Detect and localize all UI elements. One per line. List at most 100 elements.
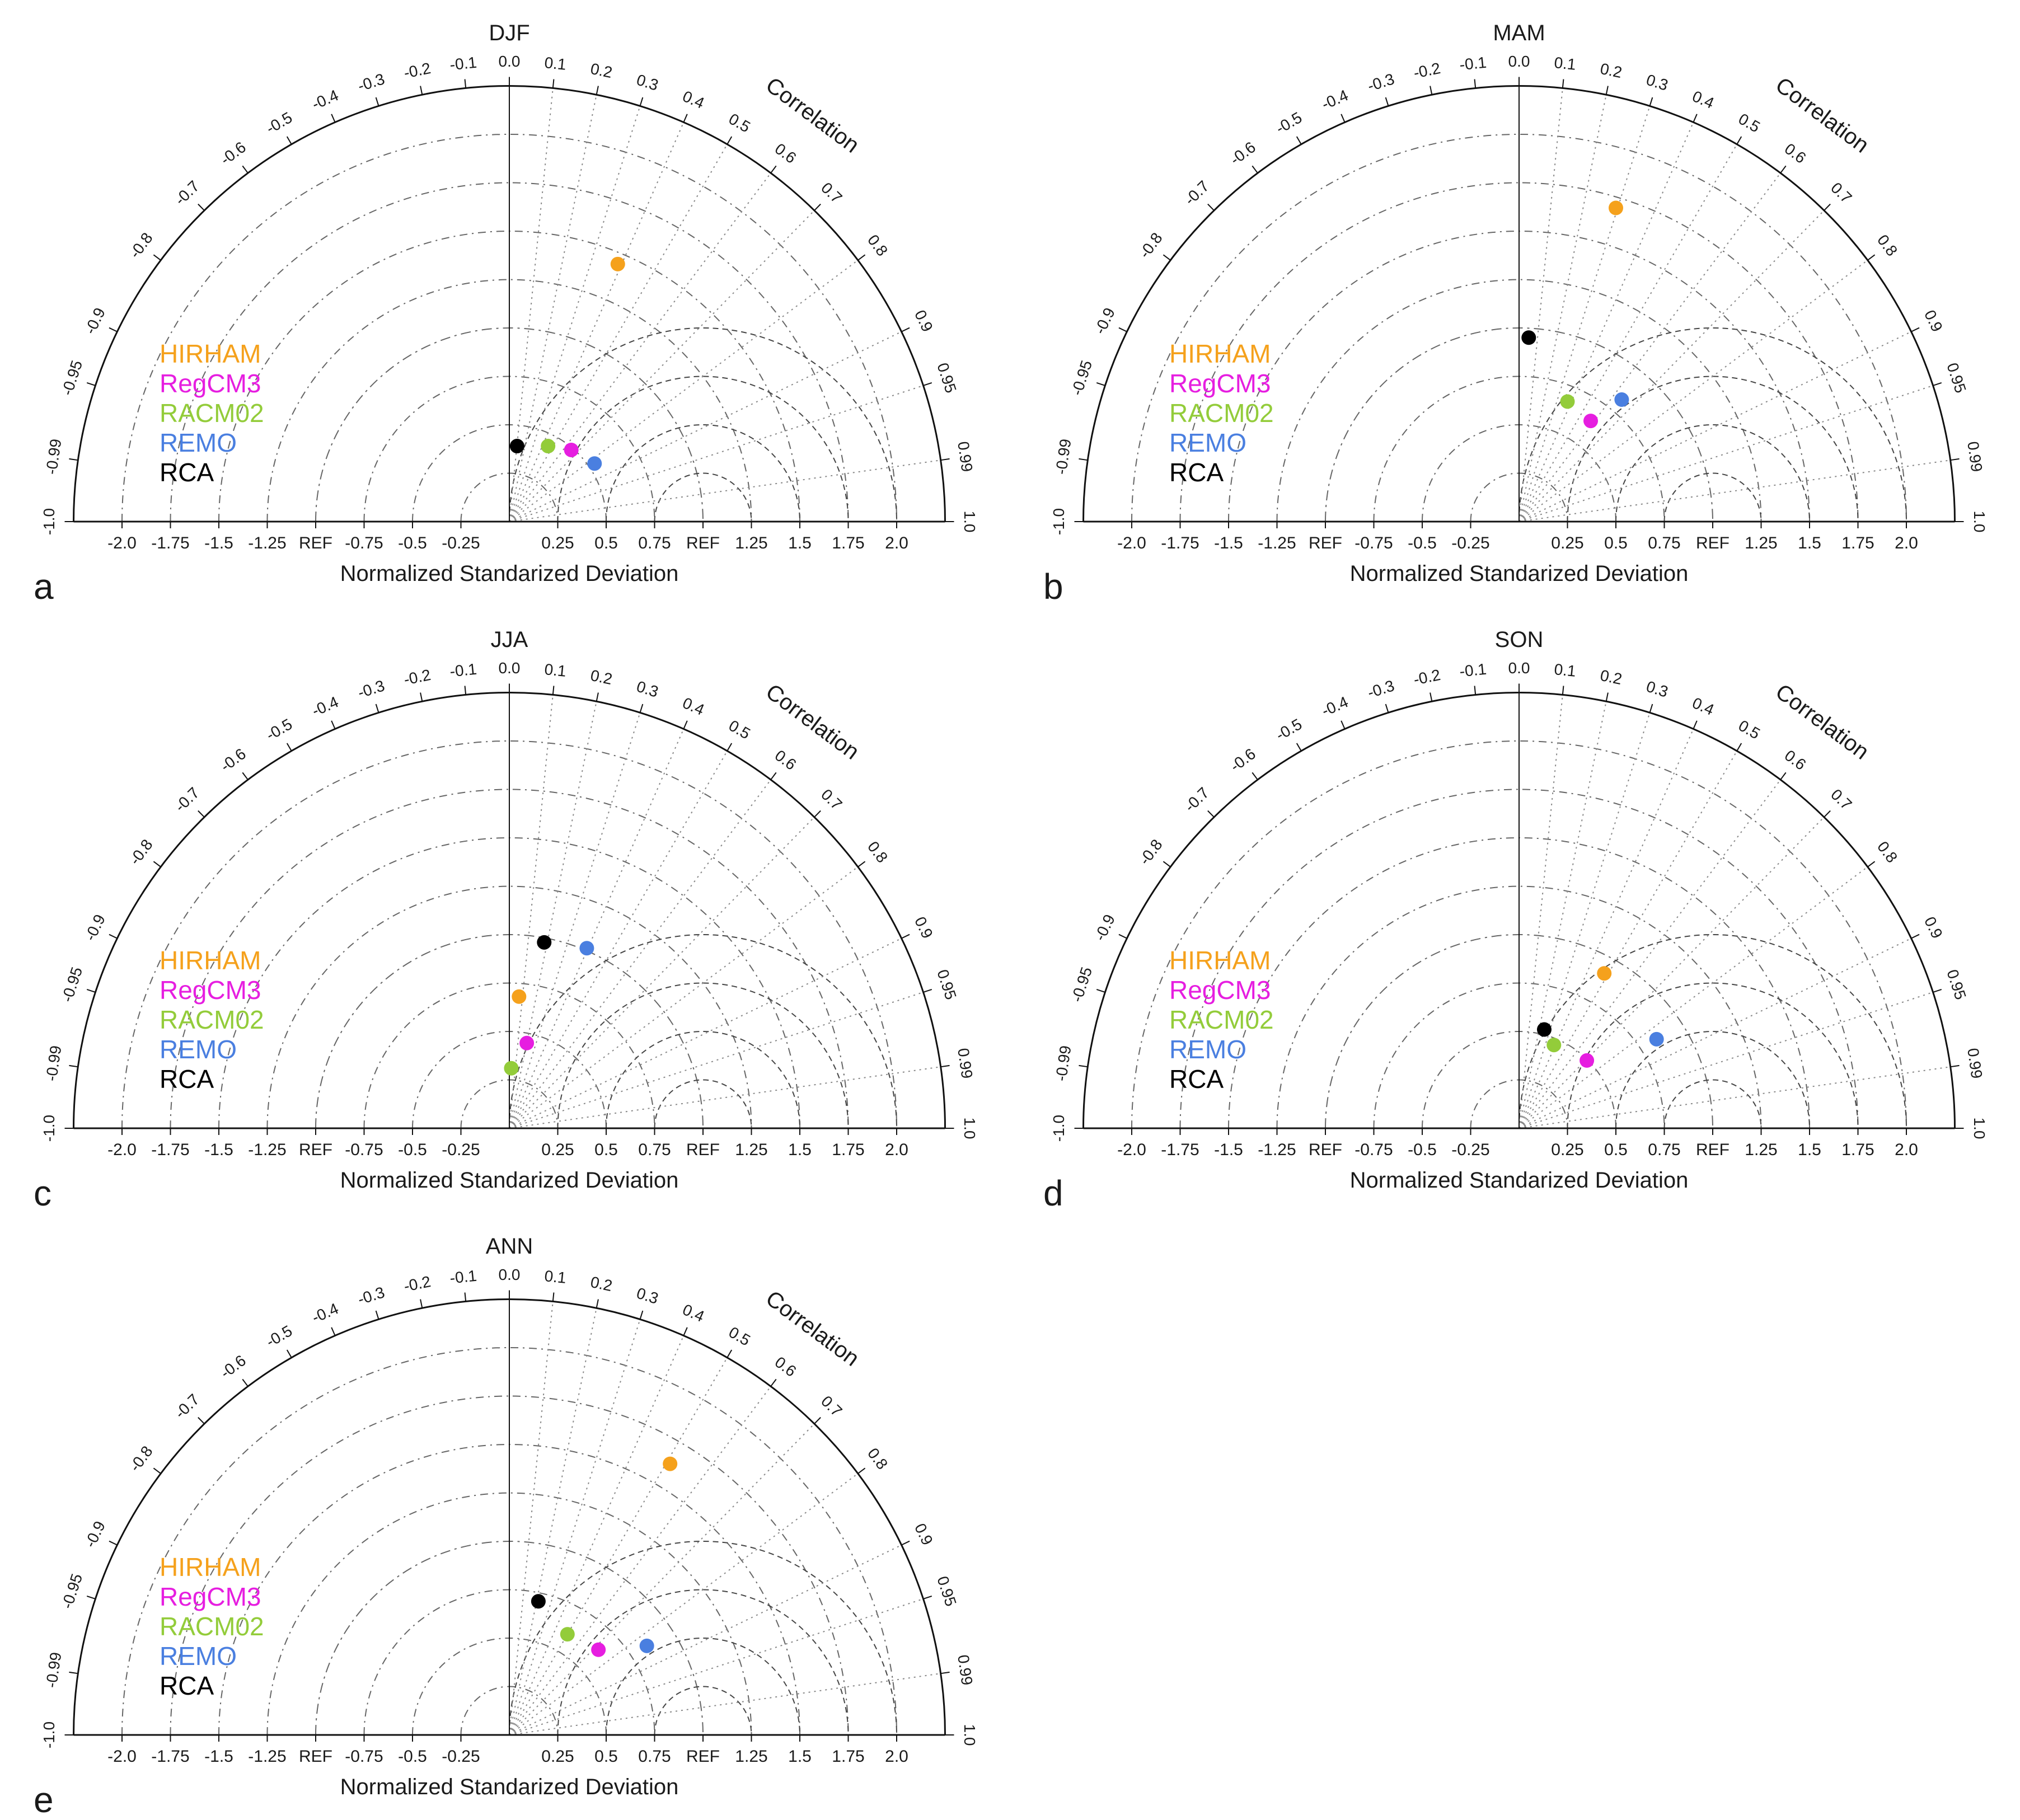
x-tick-label: -0.75	[345, 1747, 383, 1766]
correlation-tick	[198, 203, 205, 211]
correlation-tick-label: -0.1	[449, 660, 477, 681]
x-tick-label: 0.5	[594, 1747, 618, 1766]
correlation-tick-label: -0.3	[1366, 70, 1396, 95]
chart-title: ANN	[486, 1234, 533, 1259]
correlation-tick-label: -0.6	[1227, 745, 1259, 775]
correlation-tick	[1933, 988, 1942, 993]
x-tick-label: -1.25	[248, 534, 286, 552]
correlation-tick	[153, 254, 161, 261]
correlation-ray	[509, 701, 597, 1129]
correlation-tick-label: 0.2	[589, 60, 613, 81]
correlation-tick	[770, 1378, 777, 1387]
correlation-tick	[1950, 1064, 1960, 1068]
correlation-tick	[596, 692, 599, 702]
taylor-diagram-svg: SON 0.0 0.1 0.2 0.3 0.4 0.5 0.6 0.7 0.8 0.9 0.95 0.9…	[1043, 627, 1988, 1213]
x-tick-label: -0.75	[345, 534, 383, 552]
correlation-tick	[1296, 136, 1302, 145]
correlation-tick	[901, 934, 910, 939]
correlation-tick-label: -0.99	[43, 1044, 65, 1082]
correlation-tick-label: 0.6	[772, 1353, 800, 1380]
correlation-tick-label: 0.95	[934, 360, 959, 395]
correlation-tick-label: 0.99	[1964, 1047, 1985, 1080]
correlation-tick	[1474, 686, 1477, 695]
correlation-tick	[552, 1292, 555, 1302]
data-point-racm02	[560, 1627, 575, 1642]
correlation-tick	[814, 203, 821, 211]
x-tick-label: -1.5	[204, 1747, 233, 1766]
correlation-tick-label: 0.8	[864, 232, 891, 260]
correlation-tick-label: -0.99	[43, 438, 65, 476]
taylor-diagram-svg: MAM 0.0 0.1 0.2 0.3 0.4 0.5 0.6 0.7 0.8 0.9 0.95 0.9…	[1043, 21, 1988, 607]
correlation-tick	[901, 327, 910, 332]
correlation-tick	[1385, 703, 1389, 713]
correlation-tick	[1562, 79, 1564, 88]
x-tick-label: -1.75	[151, 1141, 189, 1159]
correlation-tick-label: -0.7	[1181, 784, 1212, 815]
correlation-tick-label: 0.5	[726, 1323, 753, 1349]
correlation-tick-label: 0.1	[543, 1267, 567, 1287]
correlation-tick	[331, 114, 336, 123]
correlation-tick-label: 0.95	[1943, 967, 1969, 1001]
x-tick-label: 1.25	[735, 1747, 767, 1766]
correlation-ray	[509, 779, 771, 1129]
chart-title: SON	[1495, 627, 1544, 652]
correlation-tick-label: -0.8	[1136, 229, 1166, 261]
correlation-tick	[420, 86, 423, 95]
x-tick-label: -0.25	[1451, 1141, 1489, 1159]
correlation-tick	[1385, 97, 1389, 106]
data-point-rca	[531, 1594, 546, 1609]
correlation-tick-label: 0.6	[1782, 747, 1810, 773]
legend-entry: REMO	[160, 1641, 237, 1671]
correlation-tick	[109, 1540, 118, 1546]
data-point-hirham	[1597, 966, 1612, 981]
correlation-tick-label: 0.4	[680, 87, 707, 112]
correlation-tick	[1911, 934, 1920, 939]
correlation-tick	[1605, 692, 1609, 702]
x-tick-label: -1.25	[248, 1747, 286, 1766]
correlation-tick	[153, 861, 161, 867]
x-tick-label: -0.25	[442, 534, 480, 552]
correlation-ray	[1518, 779, 1781, 1129]
correlation-ray	[1518, 106, 1651, 522]
correlation-tick-label: 0.8	[1874, 838, 1901, 866]
x-tick-label: -1.5	[204, 1141, 233, 1159]
correlation-tick-label: 0.2	[1599, 667, 1623, 688]
correlation-tick-label: -0.5	[263, 715, 295, 744]
x-tick-label: 2.0	[1895, 1141, 1918, 1159]
correlation-ray	[1518, 459, 1951, 522]
data-point-regcm3	[1580, 1053, 1595, 1068]
correlation-ray	[509, 866, 859, 1129]
correlation-tick-label: -0.5	[263, 1322, 295, 1350]
correlation-tick-label: 0.4	[680, 1301, 707, 1325]
correlation-axis-title: Correlation	[761, 679, 864, 764]
x-tick-label: 1.75	[1841, 1141, 1874, 1159]
correlation-tick	[1096, 988, 1105, 993]
legend-entry: REMO	[1169, 428, 1246, 457]
correlation-tick-label: -0.2	[402, 1273, 432, 1295]
correlation-tick-label: -0.1	[1459, 660, 1487, 681]
correlation-tick-label: -1.0	[1050, 1115, 1067, 1142]
correlation-tick	[420, 692, 423, 702]
x-tick-label: -1.25	[1258, 534, 1296, 552]
x-tick-label: REF	[686, 534, 720, 552]
legend-entry: RCA	[160, 1671, 214, 1700]
legend-entry: HIRHAM	[1169, 339, 1271, 368]
correlation-ray	[509, 817, 815, 1129]
correlation-tick	[153, 1467, 161, 1474]
correlation-tick-label: 0.3	[635, 678, 660, 701]
x-tick-label: 0.5	[1604, 534, 1628, 552]
rmsd-arc	[1567, 376, 1859, 522]
correlation-tick	[940, 1671, 950, 1674]
correlation-tick	[1736, 136, 1742, 145]
legend-entry: RegCM3	[160, 369, 261, 398]
correlation-tick-label: 1.0	[1971, 1118, 1988, 1139]
x-tick-label: -0.5	[398, 1141, 427, 1159]
correlation-ray	[1518, 88, 1563, 522]
data-point-racm02	[1546, 1038, 1562, 1053]
correlation-tick-label: 1.0	[961, 511, 978, 533]
correlation-tick	[1163, 254, 1171, 261]
correlation-tick	[596, 1299, 599, 1308]
data-point-racm02	[1560, 394, 1575, 409]
correlation-tick-label: -0.7	[171, 784, 203, 815]
correlation-tick-label: -1.0	[40, 508, 58, 535]
